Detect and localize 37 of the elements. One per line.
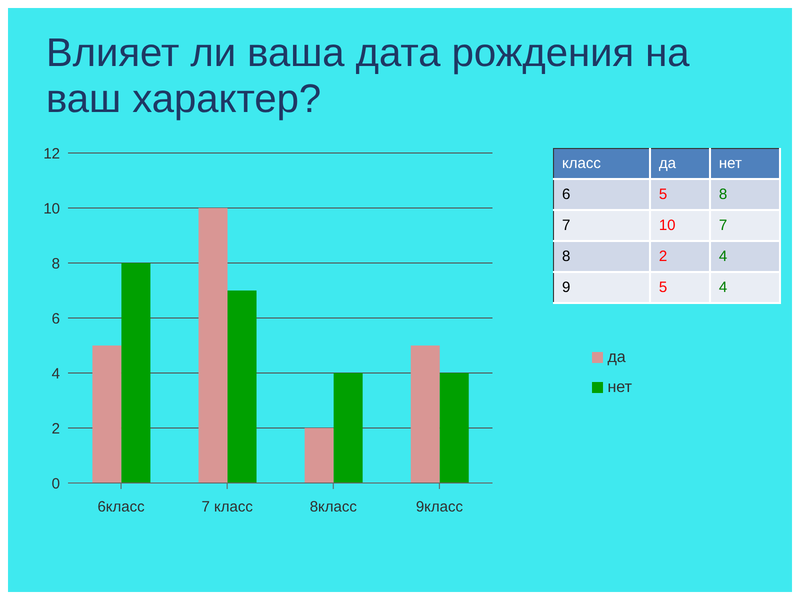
- text: 4: [710, 241, 780, 272]
- text: 6: [554, 179, 650, 210]
- text: 10: [650, 210, 710, 241]
- text: 4: [710, 272, 780, 303]
- y-tick-label: 6: [52, 310, 60, 328]
- bar: [410, 346, 440, 483]
- y-tick-label: 12: [43, 145, 60, 162]
- y-tick-label: 2: [52, 420, 60, 438]
- x-tick-label: 9класс: [416, 498, 464, 516]
- text: класс: [554, 148, 650, 179]
- bar: [198, 208, 228, 483]
- y-tick-label: 10: [43, 200, 60, 218]
- y-tick-label: 4: [52, 365, 60, 382]
- text: да: [658, 155, 676, 172]
- text: нет: [718, 155, 742, 172]
- legend-label: нет: [607, 379, 632, 396]
- chart-title: Влияет ли ваша дата рождения на ваш характер?: [46, 30, 691, 122]
- text: 9: [554, 272, 650, 303]
- bar: [92, 346, 122, 483]
- x-tick-label: 8класс: [310, 498, 358, 516]
- text: 8: [710, 179, 780, 210]
- x-tick-label: 6класс: [97, 498, 146, 516]
- text: 2: [650, 241, 710, 272]
- bar: [440, 373, 469, 483]
- bar: [334, 373, 363, 483]
- bar: [304, 428, 334, 483]
- text: 7: [710, 210, 780, 241]
- bar: [228, 290, 257, 483]
- bar: [121, 263, 150, 483]
- text: 5: [650, 272, 710, 303]
- y-tick-label: 0: [52, 475, 60, 492]
- text: 5: [650, 179, 710, 210]
- text: 7: [554, 210, 650, 241]
- x-tick-label: 7 класс: [202, 498, 254, 516]
- text: 8: [554, 241, 650, 272]
- y-tick-label: 8: [52, 255, 60, 272]
- legend-label: да: [607, 349, 626, 366]
